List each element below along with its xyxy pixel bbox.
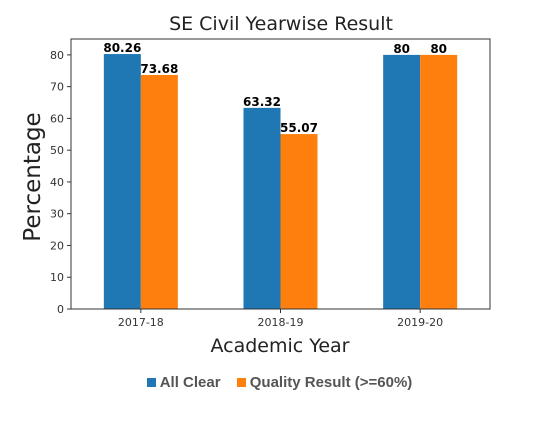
y-tick-label: 30 bbox=[50, 208, 64, 221]
y-tick-label: 50 bbox=[50, 144, 64, 157]
data-label: 80 bbox=[430, 42, 447, 56]
x-axis-label: Academic Year bbox=[210, 335, 349, 357]
legend-swatch-icon bbox=[236, 378, 246, 387]
bars-layer bbox=[103, 54, 458, 310]
data-label: 63.32 bbox=[243, 95, 281, 109]
data-labels-layer: 80.26 73.68 63.32 55.07 80 80 bbox=[103, 41, 447, 135]
legend-label: All Clear bbox=[159, 374, 221, 391]
bar-all-clear-2018-19 bbox=[243, 107, 281, 310]
y-tick-label: 10 bbox=[50, 271, 64, 284]
y-tick-label: 80 bbox=[50, 49, 64, 62]
plot-frame bbox=[70, 38, 491, 310]
bar-all-clear-2019-20 bbox=[383, 54, 421, 309]
y-axis-label: Percentage bbox=[20, 112, 46, 241]
y-tick-label: 40 bbox=[50, 176, 64, 189]
legend-label: Quality Result (>=60%) bbox=[249, 374, 413, 391]
bar-quality-result-2017-18 bbox=[140, 74, 178, 310]
data-label: 55.07 bbox=[280, 121, 318, 135]
y-tick-label: 70 bbox=[50, 81, 64, 94]
bar-quality-result-2018-19 bbox=[280, 134, 318, 309]
y-tick-label: 60 bbox=[50, 112, 64, 125]
y-tick-label: 20 bbox=[50, 239, 64, 252]
legend-swatch-icon bbox=[146, 378, 156, 387]
x-tick-label: 2017-18 bbox=[118, 316, 164, 329]
legend-item-quality-result: Quality Result (>=60%) bbox=[236, 374, 413, 391]
bar-quality-result-2019-20 bbox=[420, 54, 458, 309]
data-label: 80.26 bbox=[103, 41, 141, 55]
chart-title: SE Civil Yearwise Result bbox=[169, 13, 393, 35]
x-tick-label: 2019-20 bbox=[397, 316, 443, 329]
x-tick-label: 2018-19 bbox=[258, 316, 304, 329]
legend-item-all-clear: All Clear bbox=[146, 374, 221, 391]
bar-all-clear-2017-18 bbox=[103, 54, 141, 309]
y-tick-label: 0 bbox=[57, 303, 64, 316]
axes-layer: 2017-18 2018-19 2019-20 0 10 20 30 40 50 60 70 80 bbox=[50, 38, 491, 329]
legend: All Clear Quality Result (>=60%) bbox=[0, 374, 559, 391]
data-label: 73.68 bbox=[140, 62, 178, 76]
data-label: 80 bbox=[393, 42, 410, 56]
